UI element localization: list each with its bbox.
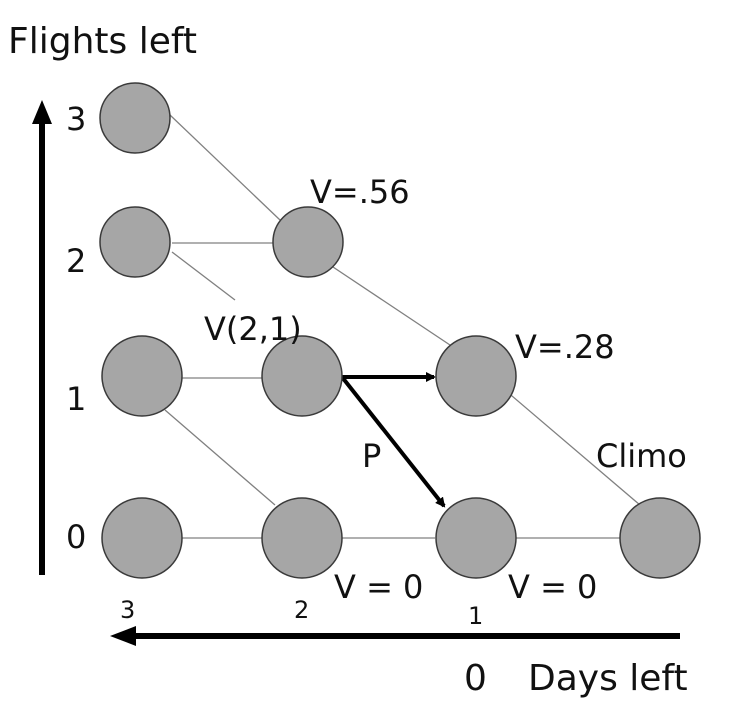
edge bbox=[164, 409, 276, 506]
climo-label: Climo bbox=[596, 437, 687, 475]
node-3-0 bbox=[101, 497, 183, 579]
y-axis-arrow-head bbox=[32, 100, 52, 124]
node-1-0 bbox=[435, 497, 517, 579]
node-0-0 bbox=[619, 497, 701, 579]
lattice-nodes bbox=[99, 82, 701, 579]
edge bbox=[329, 264, 451, 346]
value-label-zero-a: V = 0 bbox=[334, 568, 423, 606]
node-3-1 bbox=[101, 335, 183, 417]
axes bbox=[32, 100, 680, 646]
edge bbox=[169, 114, 281, 221]
y-axis-title: Flights left bbox=[8, 21, 197, 62]
node-1-1 bbox=[435, 335, 517, 417]
value-label-v21: V(2,1) bbox=[204, 310, 302, 348]
x-tick-3: 3 bbox=[120, 596, 135, 624]
x-axis-arrow-head bbox=[110, 626, 136, 646]
node-2-0 bbox=[261, 497, 343, 579]
value-label-zero-b: V = 0 bbox=[508, 568, 597, 606]
value-label-028: V=.28 bbox=[515, 328, 615, 366]
labels: Flights left 3 2 1 0 3 2 1 0 Days left V… bbox=[8, 21, 688, 699]
y-tick-2: 2 bbox=[66, 242, 86, 280]
edge bbox=[504, 389, 641, 506]
probability-label: P bbox=[362, 437, 381, 475]
x-tick-1: 1 bbox=[468, 602, 483, 630]
y-tick-3: 3 bbox=[66, 100, 86, 138]
node-2-1 bbox=[261, 335, 343, 417]
node-3-2 bbox=[99, 206, 171, 278]
x-tick-0: 0 bbox=[464, 658, 487, 699]
transition-arrows bbox=[340, 372, 446, 508]
node-2-2 bbox=[272, 206, 344, 278]
x-tick-2: 2 bbox=[294, 596, 309, 624]
node-3-3 bbox=[99, 82, 171, 154]
lattice-edges bbox=[164, 114, 641, 539]
y-tick-1: 1 bbox=[66, 380, 86, 418]
arrow-to-day1-flight0 bbox=[340, 375, 446, 508]
y-tick-0: 0 bbox=[66, 518, 86, 556]
edge bbox=[171, 251, 236, 301]
value-label-056: V=.56 bbox=[310, 173, 410, 211]
x-axis-title: Days left bbox=[528, 658, 688, 699]
